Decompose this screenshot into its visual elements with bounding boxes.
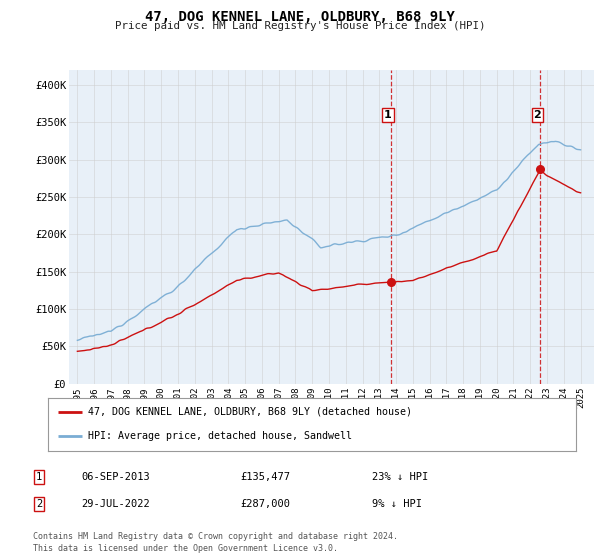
Text: 47, DOG KENNEL LANE, OLDBURY, B68 9LY (detached house): 47, DOG KENNEL LANE, OLDBURY, B68 9LY (d…: [88, 407, 412, 417]
Text: 1: 1: [36, 472, 42, 482]
Text: 23% ↓ HPI: 23% ↓ HPI: [372, 472, 428, 482]
Text: Price paid vs. HM Land Registry's House Price Index (HPI): Price paid vs. HM Land Registry's House …: [115, 21, 485, 31]
Text: £135,477: £135,477: [240, 472, 290, 482]
Text: 06-SEP-2013: 06-SEP-2013: [81, 472, 150, 482]
Text: HPI: Average price, detached house, Sandwell: HPI: Average price, detached house, Sand…: [88, 431, 352, 441]
Text: £287,000: £287,000: [240, 499, 290, 509]
Text: 2: 2: [36, 499, 42, 509]
Text: 9% ↓ HPI: 9% ↓ HPI: [372, 499, 422, 509]
Text: 1: 1: [384, 110, 392, 120]
Text: Contains HM Land Registry data © Crown copyright and database right 2024.
This d: Contains HM Land Registry data © Crown c…: [33, 532, 398, 553]
Text: 47, DOG KENNEL LANE, OLDBURY, B68 9LY: 47, DOG KENNEL LANE, OLDBURY, B68 9LY: [145, 10, 455, 24]
Text: 2: 2: [533, 110, 541, 120]
Text: 29-JUL-2022: 29-JUL-2022: [81, 499, 150, 509]
